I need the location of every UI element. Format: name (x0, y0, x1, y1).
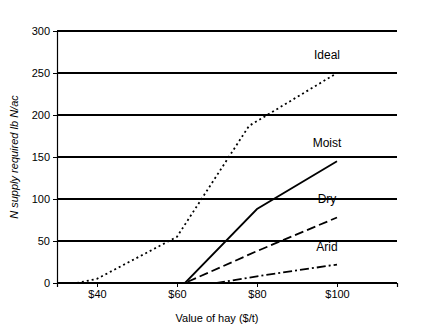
y-tick-label: 150 (32, 151, 50, 163)
x-tick-label: $80 (248, 288, 266, 300)
series-line (77, 73, 337, 283)
x-tick-label: $40 (88, 288, 106, 300)
series-label: Arid (316, 240, 337, 254)
y-tick: 200 (32, 109, 57, 121)
y-tick-label: 100 (32, 193, 50, 205)
y-tick-mark (53, 241, 57, 242)
y-tick-mark (53, 283, 57, 284)
y-tick: 300 (32, 25, 57, 37)
x-tick: $40 (88, 283, 106, 300)
y-tick: 100 (32, 193, 57, 205)
series-label: Ideal (314, 48, 340, 62)
y-tick-label: 200 (32, 109, 50, 121)
y-tick: 150 (32, 151, 57, 163)
series-line (97, 217, 337, 283)
y-tick: 50 (38, 235, 57, 247)
y-tick-mark (53, 157, 57, 158)
grid-line (57, 72, 397, 74)
x-tick-label: $60 (168, 288, 186, 300)
grid-line (57, 30, 397, 32)
x-axis-line (58, 284, 398, 288)
y-tick: 0 (44, 277, 57, 289)
grid-line (57, 156, 397, 158)
plot: $40 $60 $80 $100 0 50 100 150 200 250 300 Ideal Mois… (32, 25, 398, 300)
y-tick-mark (53, 73, 57, 74)
chart: $40 $60 $80 $100 0 50 100 150 200 250 300 Ideal Mois… (0, 0, 427, 332)
x-tick: $80 (248, 283, 266, 300)
x-axis-title: Value of hay ($/t) (176, 312, 259, 324)
y-tick-label: 0 (44, 277, 50, 289)
series-line (97, 265, 337, 283)
grid-line (57, 114, 397, 116)
x-tick: $100 (325, 283, 349, 300)
y-tick-mark (53, 31, 57, 32)
series-label: Dry (318, 192, 337, 206)
y-axis-title: N supply required lb N/ac (8, 95, 20, 219)
x-tick: $60 (168, 283, 186, 300)
grid-line (57, 198, 397, 200)
y-axis: 0 50 100 150 200 250 300 (32, 25, 58, 289)
lines (77, 73, 337, 283)
y-tick-label: 250 (32, 67, 50, 79)
y-tick: 250 (32, 67, 57, 79)
series-line (97, 161, 337, 283)
x-tick-mark (337, 283, 338, 287)
grid (57, 31, 397, 283)
y-axis-line (53, 32, 58, 284)
y-tick-mark (53, 115, 57, 116)
x-tick-mark (177, 283, 178, 287)
y-tick-label: 50 (38, 235, 50, 247)
x-tick-label: $100 (325, 288, 349, 300)
x-tick-mark (97, 283, 98, 287)
y-tick-label: 300 (32, 25, 50, 37)
x-tick-mark (257, 283, 258, 287)
series-labels: Ideal Moist Dry Arid (313, 48, 342, 254)
series-label: Moist (313, 136, 342, 150)
y-tick-mark (53, 199, 57, 200)
x-axis: $40 $60 $80 $100 (58, 283, 398, 300)
